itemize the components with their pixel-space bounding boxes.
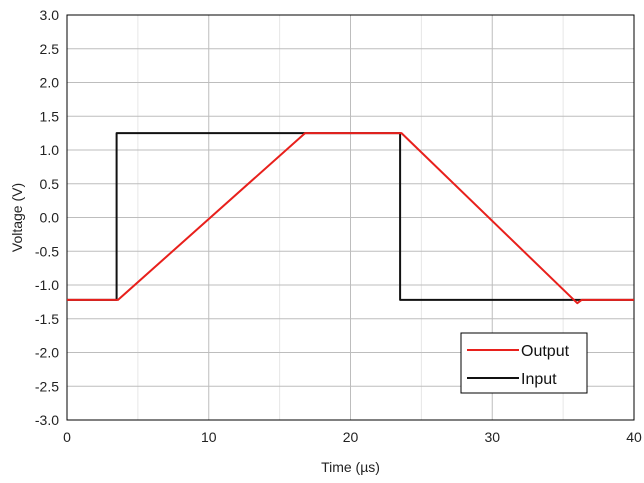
y-tick-label: 0.5 xyxy=(40,176,60,192)
series-line-output xyxy=(67,132,634,305)
series-layer xyxy=(67,132,634,305)
y-tick-label: -3.0 xyxy=(35,412,59,428)
y-tick-label: -1.5 xyxy=(35,311,59,327)
y-tick-label: -2.5 xyxy=(35,378,59,394)
y-tick-label: 1.0 xyxy=(40,142,60,158)
plot-area-frame xyxy=(66,14,635,421)
y-tick-label: 3.0 xyxy=(40,7,60,23)
y-tick-label: 2.5 xyxy=(40,41,60,57)
legend-label-input: Input xyxy=(521,371,557,388)
y-tick-label: -0.5 xyxy=(35,243,59,259)
y-tick-label: 1.5 xyxy=(40,108,60,124)
y-tick-label: -2.0 xyxy=(35,345,59,361)
legend: Output Input xyxy=(460,332,588,394)
x-tick-label: 10 xyxy=(201,429,217,445)
x-tick-label: 0 xyxy=(63,429,71,445)
legend-box xyxy=(460,332,588,394)
x-tick-label: 20 xyxy=(343,429,359,445)
x-axis-title: Time (µs) xyxy=(321,459,380,475)
tick-labels: -3.0 -2.5 -2.0 -1.5 -1.0 -0.5 0.0 0.5 1.0 1.5 2.0 2… xyxy=(35,7,642,445)
y-axis-title: Voltage (V) xyxy=(9,183,25,252)
x-tick-label: 40 xyxy=(626,429,642,445)
y-tick-label: -1.0 xyxy=(35,277,59,293)
x-tick-label: 30 xyxy=(484,429,500,445)
legend-label-output: Output xyxy=(521,343,570,360)
y-tick-label: 0.0 xyxy=(40,210,60,226)
y-tick-label: 2.0 xyxy=(40,75,60,91)
